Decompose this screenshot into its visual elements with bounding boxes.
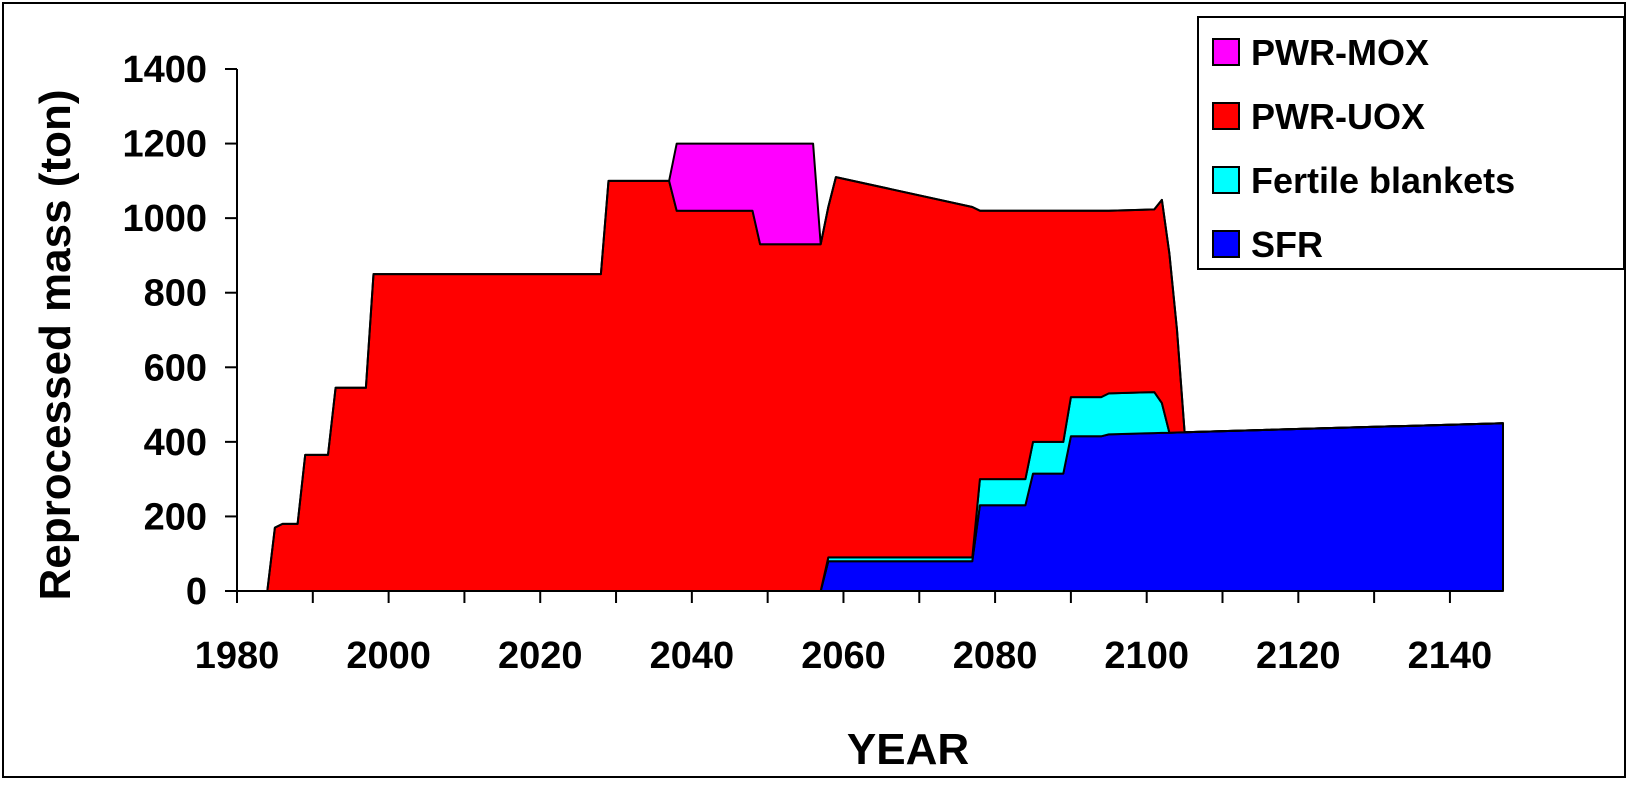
chart-frame xyxy=(2,2,1626,778)
x-tick-label: 2000 xyxy=(346,635,431,677)
x-tick-label: 1980 xyxy=(195,635,280,677)
x-tick-label: 2060 xyxy=(801,635,886,677)
legend: PWR-MOX PWR-UOX Fertile blankets SFR xyxy=(1197,16,1625,270)
y-tick-label: 0 xyxy=(186,571,207,613)
y-tick-label: 1400 xyxy=(122,49,207,91)
area-pwr-mox xyxy=(236,142,1504,592)
y-tick-label: 800 xyxy=(144,273,207,315)
legend-box xyxy=(1197,16,1625,270)
x-tick-label: 2020 xyxy=(498,635,583,677)
x-tick-label: 2040 xyxy=(650,635,735,677)
y-tick-label: 200 xyxy=(144,496,207,538)
x-tick-label: 2140 xyxy=(1408,635,1493,677)
legend-swatch xyxy=(1212,166,1240,194)
y-tick-label: 600 xyxy=(144,347,207,389)
legend-swatch xyxy=(1212,230,1240,258)
x-tick-label: 2120 xyxy=(1256,635,1341,677)
legend-label: PWR-MOX xyxy=(1251,32,1429,73)
legend-label: PWR-UOX xyxy=(1251,96,1425,137)
x-tick-label: 2100 xyxy=(1104,635,1189,677)
x-tick-label: 2080 xyxy=(953,635,1038,677)
y-axis-title: Reprocessed mass (ton) xyxy=(31,89,80,600)
y-tick-labels: 0 200 400 600 800 1000 1200 1400 xyxy=(122,49,207,613)
legend-label: Fertile blankets xyxy=(1251,160,1515,201)
legend-label: SFR xyxy=(1251,224,1323,265)
y-tick-label: 400 xyxy=(144,422,207,464)
y-tick-label: 1000 xyxy=(122,198,207,240)
axes xyxy=(225,68,1503,603)
legend-swatch xyxy=(1212,38,1240,66)
legend-swatch xyxy=(1212,102,1240,130)
x-tick-labels: 1980 2000 2020 2040 2060 2080 2100 2120 2140 xyxy=(195,635,1492,677)
x-axis-title: YEAR xyxy=(847,725,969,774)
y-tick-label: 1200 xyxy=(122,124,207,166)
